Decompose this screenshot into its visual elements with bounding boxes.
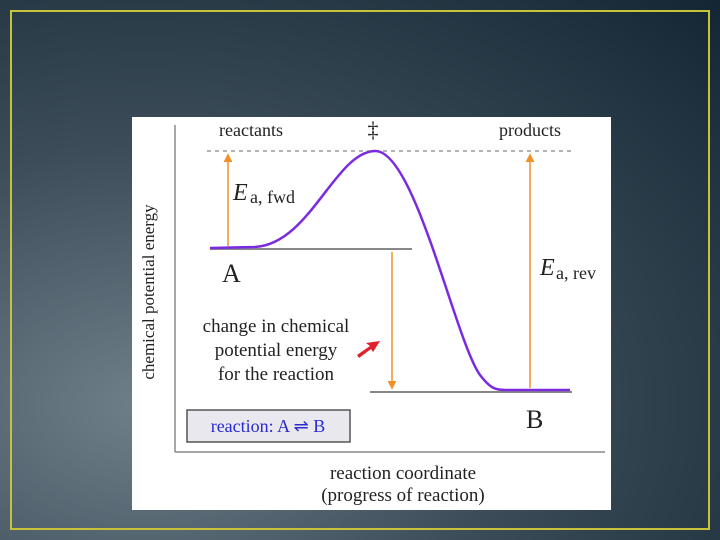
change-label-line: change in chemical [203,316,350,337]
ea-rev-subscript: a, rev [556,263,596,283]
state-b: B [526,405,543,434]
ea-fwd-symbol: E [232,180,248,206]
ea-rev-symbol: E [539,255,555,281]
diagram-background [132,117,611,510]
y-axis-label: chemical potential energy [139,204,158,380]
transition-label: ‡ [368,117,379,142]
energy-diagram: reactants ‡ products E a, fwd E a, rev A… [132,117,611,510]
pointer-arrow [357,341,380,358]
products-label: products [499,120,561,140]
slide-frame [10,10,710,530]
change-label-line: for the reaction [218,364,335,385]
energy-curve [209,149,570,392]
x-axis-label-line: (progress of reaction) [321,485,485,506]
reaction-box [186,409,351,443]
reaction-text: reaction: A ⇌ B [211,416,326,436]
x-axis-label-line: reaction coordinate [330,463,476,484]
change-label-line: potential energy [215,340,338,361]
state-a: A [222,259,241,288]
reactants-label: reactants [219,120,283,140]
ea-fwd-subscript: a, fwd [250,187,295,207]
